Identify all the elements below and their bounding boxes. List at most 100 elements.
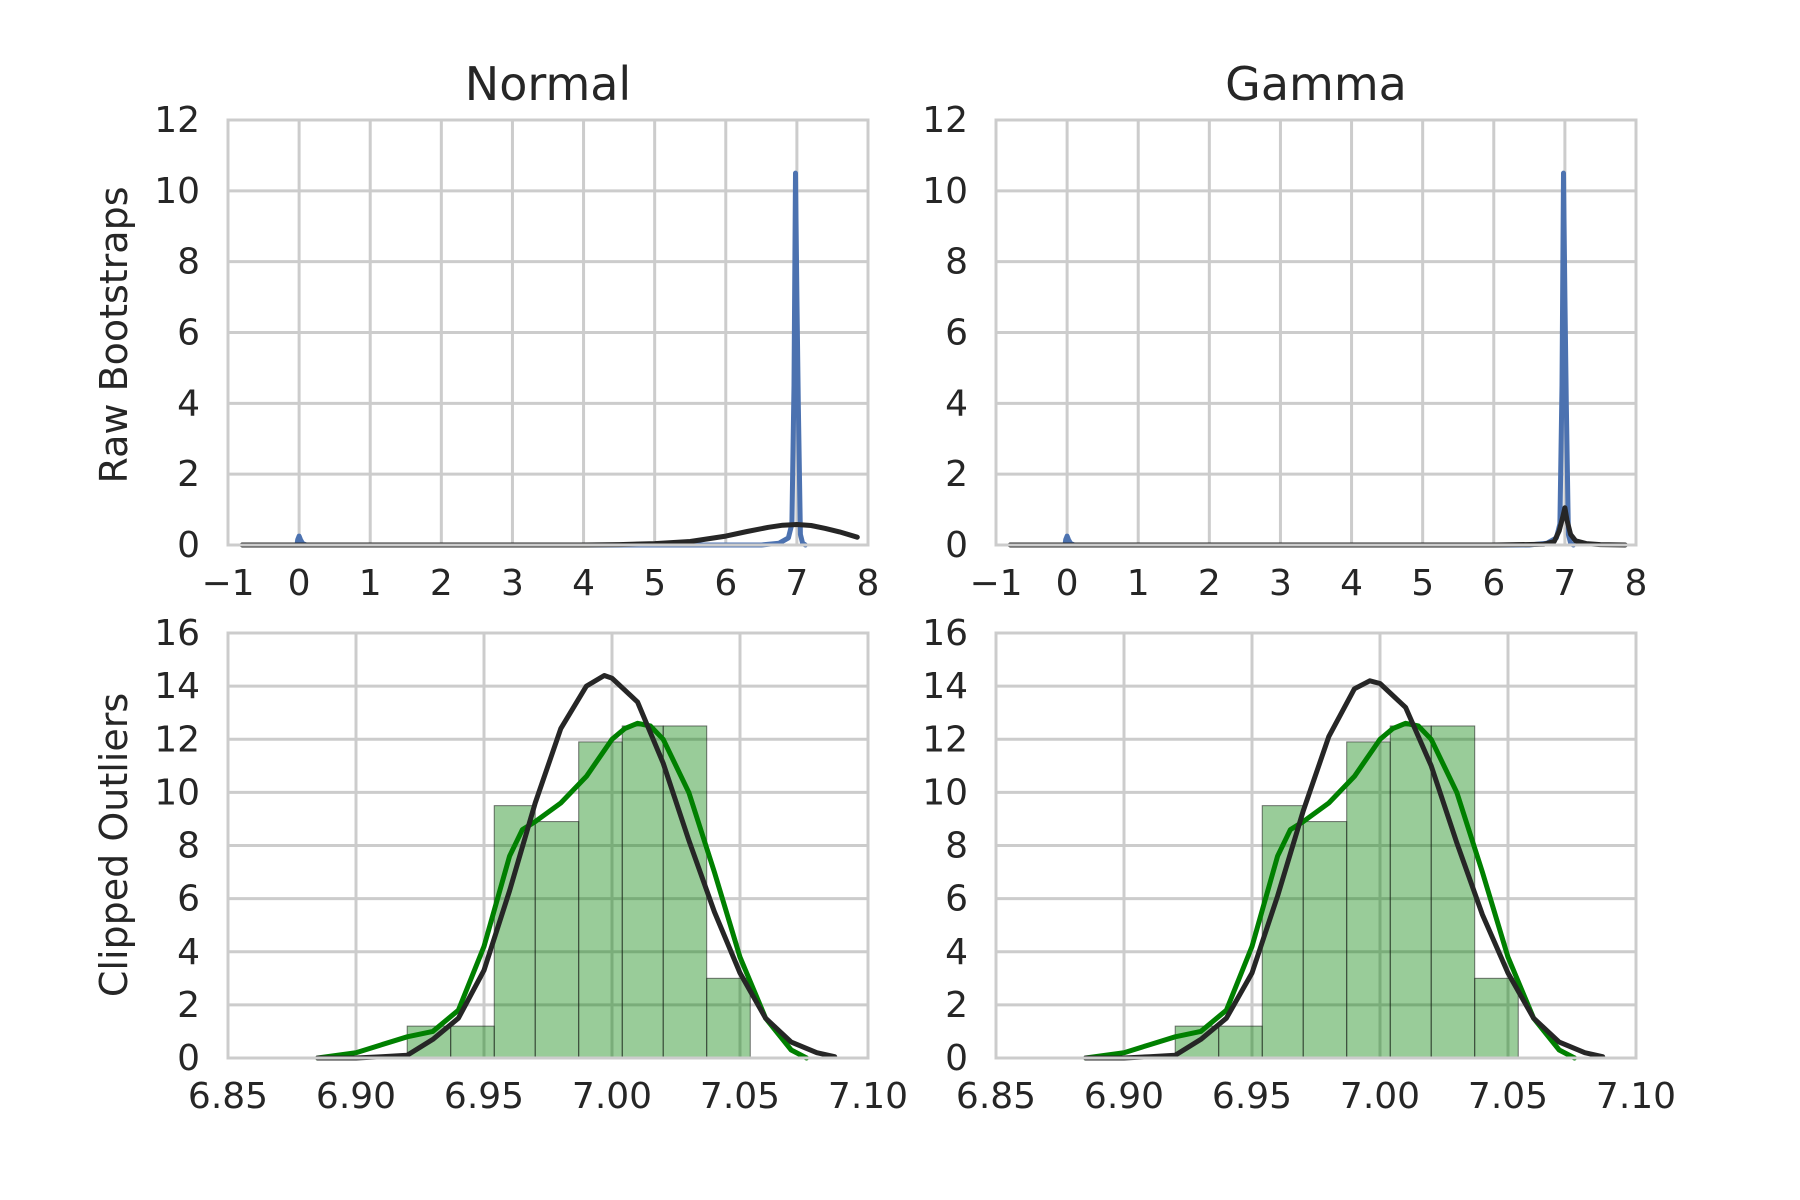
histogram-bar (1430, 725, 1476, 1059)
plot-frame (994, 631, 1638, 1060)
y-tick-label: 10 (922, 171, 968, 212)
histogram-bar (450, 1025, 495, 1059)
y-tick-label: 6 (177, 313, 200, 354)
x-tick-label: 6 (1482, 563, 1505, 604)
series-line-fit (1083, 678, 1606, 1061)
x-tick-label: 8 (857, 563, 880, 604)
histogram-bar (1218, 1025, 1263, 1059)
y-tick-label: 0 (945, 1038, 968, 1079)
x-tick-label: 2 (430, 563, 453, 604)
y-tick-label: 0 (177, 525, 200, 566)
panel-title: Normal (465, 57, 631, 111)
x-tick-label: 7.10 (828, 1076, 908, 1117)
plot-frame (226, 118, 870, 547)
x-tick-label: 7 (1553, 563, 1576, 604)
series-lines (315, 673, 838, 1061)
y-tick-label: 12 (922, 100, 968, 141)
series-line-primary (1062, 170, 1576, 548)
panel-title: Gamma (1225, 57, 1407, 111)
x-tick-label: 1 (1127, 563, 1150, 604)
gridlines (228, 120, 868, 545)
histogram-bar (706, 977, 751, 1059)
x-tick-label: 6.95 (444, 1076, 524, 1117)
y-tick-label: 0 (945, 525, 968, 566)
x-tick-label: 4 (1340, 563, 1363, 604)
x-tick-label: 7.00 (572, 1076, 652, 1117)
x-tick-label: 7.05 (700, 1076, 780, 1117)
y-ticks: 0 2 4 6 8 10 12 (154, 100, 200, 566)
y-axis-label: Clipped Outliers (92, 693, 136, 997)
x-tick-label: 6.85 (188, 1076, 268, 1117)
histogram-bar (578, 741, 623, 1059)
series-line-fit (315, 673, 838, 1061)
x-tick-label: 7.05 (1468, 1076, 1548, 1117)
x-ticks: 6.85 6.90 6.95 7.00 7.05 7.10 (956, 1076, 1676, 1117)
panel-normal-clipped: Clipped Outliers 6.85 6.90 6.95 7.00 7.05 7.1… (92, 613, 908, 1117)
y-tick-label: 6 (177, 879, 200, 920)
gridlines (996, 633, 1636, 1058)
y-tick-label: 10 (154, 772, 200, 813)
y-tick-label: 4 (945, 383, 968, 424)
x-tick-label: 8 (1625, 563, 1648, 604)
y-tick-label: 2 (945, 454, 968, 495)
y-tick-label: 0 (177, 1038, 200, 1079)
y-ticks: 0 2 4 6 8 10 12 14 16 (154, 613, 200, 1079)
y-tick-label: 2 (177, 454, 200, 495)
panel-gamma-clipped: 6.85 6.90 6.95 7.00 7.05 7.10 0 2 4 6 8 10 12 14 16 (922, 613, 1676, 1117)
x-tick-label: 3 (501, 563, 524, 604)
x-tick-label: 1 (359, 563, 382, 604)
series-lines (239, 170, 860, 548)
x-tick-label: 6.90 (316, 1076, 396, 1117)
y-tick-label: 6 (945, 879, 968, 920)
x-ticks: −1 0 1 2 3 4 5 6 7 8 (969, 563, 1647, 604)
y-axis-label: Raw Bootstraps (92, 186, 136, 483)
x-tick-label: −1 (969, 563, 1022, 604)
y-tick-label: 8 (945, 242, 968, 283)
x-tick-label: 4 (572, 563, 595, 604)
x-ticks: −1 0 1 2 3 4 5 6 7 8 (201, 563, 879, 604)
y-tick-label: 16 (922, 613, 968, 654)
x-ticks: 6.85 6.90 6.95 7.00 7.05 7.10 (188, 1076, 908, 1117)
x-tick-label: 2 (1198, 563, 1221, 604)
x-tick-label: 0 (288, 563, 311, 604)
y-tick-label: 2 (945, 985, 968, 1026)
histogram-bar (534, 821, 580, 1059)
x-tick-label: 6.85 (956, 1076, 1036, 1117)
x-tick-label: 7.10 (1596, 1076, 1676, 1117)
plot-frame (994, 118, 1638, 547)
x-tick-label: 6.90 (1084, 1076, 1164, 1117)
y-tick-label: 8 (177, 826, 200, 867)
y-tick-label: 6 (945, 313, 968, 354)
y-tick-label: 10 (922, 772, 968, 813)
y-tick-label: 4 (177, 383, 200, 424)
plot-frame (226, 631, 870, 1060)
y-tick-label: 8 (945, 826, 968, 867)
histogram-bar (1474, 977, 1519, 1059)
histogram-bar (1389, 725, 1432, 1059)
x-tick-label: 6 (714, 563, 737, 604)
series-line-fit (1007, 505, 1628, 548)
y-tick-label: 14 (154, 666, 200, 707)
y-tick-label: 4 (177, 932, 200, 973)
series-line-fit (239, 522, 860, 548)
y-tick-label: 10 (154, 171, 200, 212)
series-lines (1007, 170, 1628, 548)
y-tick-label: 8 (177, 242, 200, 283)
series-line-primary (315, 720, 810, 1061)
y-tick-label: 4 (945, 932, 968, 973)
x-tick-label: 3 (1269, 563, 1292, 604)
histogram-bar (621, 725, 664, 1059)
y-tick-label: 2 (177, 985, 200, 1026)
y-tick-label: 12 (154, 100, 200, 141)
y-tick-label: 12 (922, 719, 968, 760)
histogram-bar (1346, 741, 1391, 1059)
gridlines (996, 120, 1636, 545)
panel-normal-raw: Normal Raw Bootstraps −1 0 1 2 3 4 5 6 7 8 024681… (92, 57, 879, 604)
y-tick-label: 14 (922, 666, 968, 707)
y-ticks: 0 2 4 6 8 10 12 (922, 100, 968, 566)
y-tick-label: 16 (154, 613, 200, 654)
x-tick-label: 6.95 (1212, 1076, 1292, 1117)
y-tick-label: 12 (154, 719, 200, 760)
x-tick-label: 5 (1411, 563, 1434, 604)
